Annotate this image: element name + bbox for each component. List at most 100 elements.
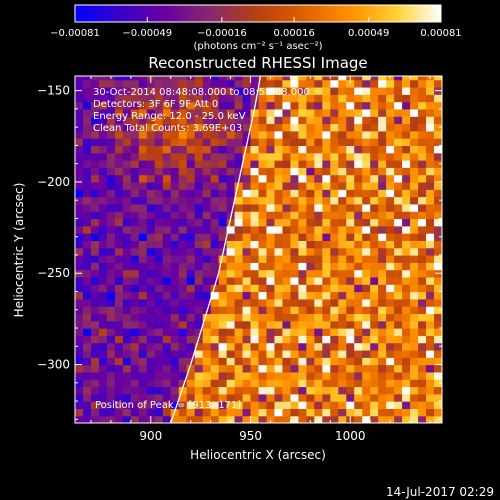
heatmap-cell xyxy=(426,123,435,132)
heatmap-cell xyxy=(402,328,411,336)
heatmap-cell xyxy=(234,108,244,117)
heatmap-cell xyxy=(218,276,228,285)
heatmap-cell xyxy=(250,240,260,249)
heatmap-cell xyxy=(106,379,116,388)
heatmap-cell xyxy=(146,101,156,110)
heatmap-cell xyxy=(354,101,363,110)
heatmap-cell xyxy=(298,130,307,139)
heatmap-cell xyxy=(75,79,84,88)
heatmap-cell xyxy=(90,276,100,285)
heatmap-cell xyxy=(130,94,140,103)
heatmap-cell xyxy=(90,401,100,409)
heatmap-cell xyxy=(138,94,148,103)
heatmap-cell xyxy=(162,174,172,183)
heatmap-cell xyxy=(402,276,411,285)
heatmap-cell xyxy=(242,269,252,278)
heatmap-cell xyxy=(370,262,379,271)
heatmap-cell xyxy=(274,145,284,154)
heatmap-cell xyxy=(114,379,124,388)
heatmap-cell xyxy=(218,393,228,402)
heatmap-cell xyxy=(410,152,419,161)
heatmap-cell xyxy=(130,379,140,388)
heatmap-cell xyxy=(146,108,156,117)
heatmap-cell xyxy=(202,313,212,322)
heatmap-cell xyxy=(178,196,188,205)
heatmap-cell xyxy=(354,152,363,161)
heatmap-cell xyxy=(138,79,148,88)
heatmap-cell xyxy=(210,138,220,146)
heatmap-cell xyxy=(394,254,403,263)
heatmap-cell xyxy=(90,313,100,322)
heatmap-cell xyxy=(394,328,403,336)
heatmap-cell xyxy=(386,269,395,278)
heatmap-cell xyxy=(338,298,347,307)
heatmap-cell xyxy=(194,203,204,212)
heatmap-cell xyxy=(290,160,299,168)
heatmap-cell xyxy=(186,138,196,146)
heatmap-cell xyxy=(394,349,403,358)
heatmap-cell xyxy=(274,152,284,161)
heatmap-cell xyxy=(266,269,276,278)
heatmap-cell xyxy=(202,364,212,373)
heatmap-cell xyxy=(90,254,100,263)
heatmap-cell xyxy=(106,218,116,227)
colorbar-tick-label: −0.00081 xyxy=(50,28,100,39)
heatmap-cell xyxy=(170,240,180,249)
heatmap-cell xyxy=(162,76,172,81)
heatmap-cell xyxy=(194,371,204,380)
heatmap-cell xyxy=(394,335,403,344)
heatmap-cell xyxy=(386,181,395,190)
heatmap-cell xyxy=(434,225,442,234)
heatmap-cell xyxy=(106,101,116,110)
heatmap-cell xyxy=(106,262,116,271)
heatmap-cell xyxy=(234,254,244,263)
heatmap-cell xyxy=(346,386,355,395)
heatmap-cell xyxy=(346,408,355,417)
heatmap-cell xyxy=(154,94,164,103)
heatmap-cell xyxy=(378,167,387,176)
heatmap-cell xyxy=(362,284,371,293)
heatmap-cell xyxy=(242,76,252,81)
heatmap-cell xyxy=(202,342,212,351)
heatmap-cell xyxy=(386,393,395,402)
heatmap-cell xyxy=(426,152,435,161)
heatmap-cell xyxy=(258,276,268,285)
heatmap-cell xyxy=(314,108,323,117)
heatmap-cell xyxy=(82,415,92,423)
heatmap-cell xyxy=(130,247,140,256)
heatmap-cell xyxy=(354,189,363,198)
heatmap-cell xyxy=(234,342,244,351)
heatmap-cell xyxy=(98,94,108,103)
heatmap-cell xyxy=(418,313,427,322)
heatmap-cell xyxy=(194,328,204,336)
heatmap-cell xyxy=(122,225,132,234)
heatmap-cell xyxy=(298,196,307,205)
heatmap-cell xyxy=(154,196,164,205)
heatmap-cell xyxy=(354,203,363,212)
heatmap-cell xyxy=(298,138,307,146)
heatmap-cell xyxy=(354,379,363,388)
heatmap-cell xyxy=(154,123,164,132)
heatmap-cell xyxy=(434,76,442,81)
heatmap-cell xyxy=(122,364,132,373)
heatmap-cell xyxy=(258,342,268,351)
heatmap-cell xyxy=(378,145,387,154)
heatmap-cell xyxy=(370,254,379,263)
heatmap-cell xyxy=(122,86,132,95)
heatmap-cell xyxy=(386,218,395,227)
heatmap-cell xyxy=(258,408,268,417)
heatmap-cell xyxy=(162,379,172,388)
heatmap-cell xyxy=(226,379,236,388)
heatmap-cell xyxy=(290,94,299,103)
heatmap-cell xyxy=(218,262,228,271)
heatmap-cell xyxy=(250,357,260,366)
heatmap-cell xyxy=(426,167,435,176)
heatmap-cell xyxy=(346,240,355,249)
heatmap-cell xyxy=(274,306,284,315)
heatmap-cell xyxy=(290,335,299,344)
heatmap-cell xyxy=(418,284,427,293)
heatmap-cell xyxy=(242,108,252,117)
heatmap-cell xyxy=(306,298,315,307)
heatmap-cell xyxy=(410,76,419,81)
heatmap-cell xyxy=(370,408,379,417)
